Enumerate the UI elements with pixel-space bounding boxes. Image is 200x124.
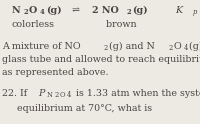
Text: equilibrium at 70°C, what is: equilibrium at 70°C, what is bbox=[2, 104, 155, 113]
Text: (g) and N: (g) and N bbox=[109, 42, 155, 51]
Text: N: N bbox=[47, 91, 53, 99]
Text: as represented above.: as represented above. bbox=[2, 68, 108, 78]
Text: 2: 2 bbox=[23, 8, 28, 16]
Text: N: N bbox=[12, 6, 21, 15]
Text: is 1.33 atm when the system is at: is 1.33 atm when the system is at bbox=[73, 89, 200, 98]
Text: ⇌: ⇌ bbox=[66, 6, 86, 15]
Text: A mixture of NO: A mixture of NO bbox=[2, 42, 81, 51]
Text: (g): (g) bbox=[46, 6, 61, 15]
Text: O: O bbox=[60, 91, 65, 99]
Text: O: O bbox=[174, 42, 181, 51]
Text: 4: 4 bbox=[184, 44, 188, 52]
Text: O: O bbox=[29, 6, 37, 15]
Text: 2: 2 bbox=[126, 8, 131, 16]
Text: 4: 4 bbox=[40, 8, 44, 16]
Text: 22. If: 22. If bbox=[2, 89, 30, 98]
Text: glass tube and allowed to reach equilibrium at 70°C,: glass tube and allowed to reach equilibr… bbox=[2, 55, 200, 64]
Text: 2: 2 bbox=[54, 91, 59, 99]
Text: (g) is placed in a: (g) is placed in a bbox=[189, 42, 200, 51]
Text: brown: brown bbox=[67, 20, 137, 30]
Text: 2: 2 bbox=[103, 44, 108, 52]
Text: colorless: colorless bbox=[12, 20, 55, 30]
Text: P: P bbox=[38, 89, 45, 98]
Text: 4: 4 bbox=[67, 91, 71, 99]
Text: 2: 2 bbox=[168, 44, 172, 52]
Text: K: K bbox=[152, 6, 184, 15]
Text: 2 NO: 2 NO bbox=[92, 6, 119, 15]
Text: = 3.0 at 70°C: = 3.0 at 70°C bbox=[198, 6, 200, 15]
Text: p: p bbox=[193, 8, 197, 16]
Text: (g): (g) bbox=[132, 6, 148, 15]
